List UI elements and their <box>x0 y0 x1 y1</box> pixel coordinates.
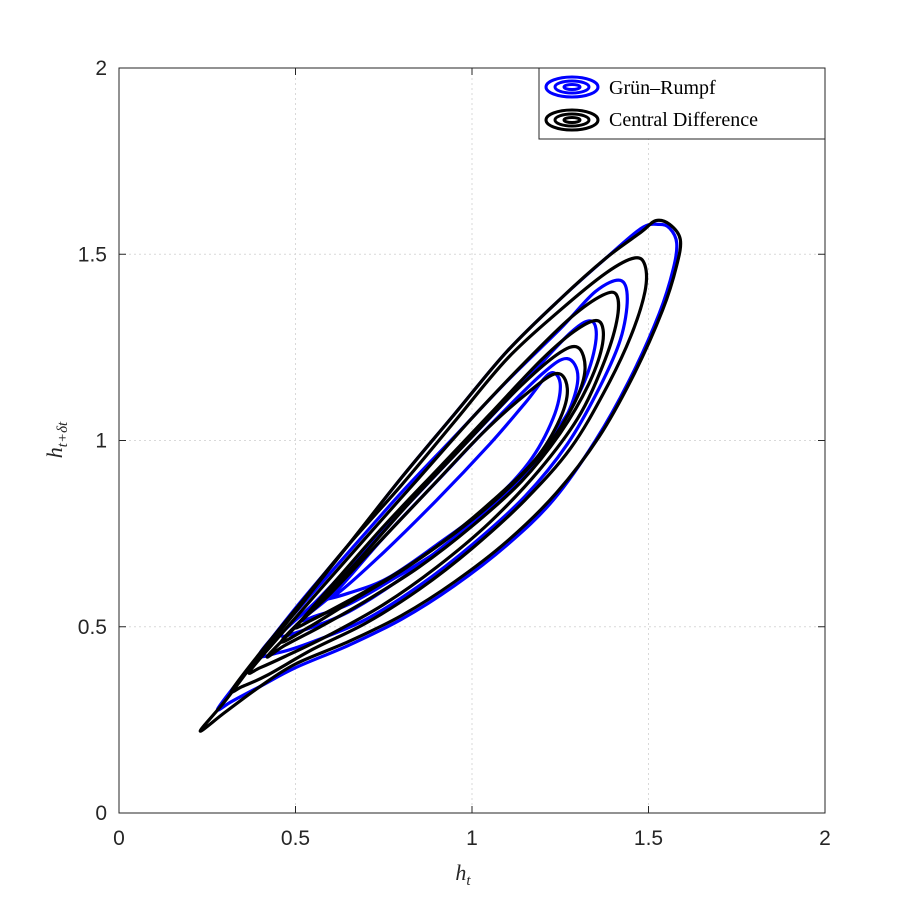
legend-label-central-difference: Central Difference <box>609 109 758 131</box>
x-axis-label: ht <box>455 860 471 889</box>
y-axis-label-subscript: t+δt <box>55 421 71 447</box>
grid <box>119 68 825 813</box>
legend-swatch-gruen-rumpf <box>544 75 600 99</box>
y-tick-label: 0.5 <box>78 616 107 639</box>
contour-line <box>247 290 621 675</box>
y-axis-label: ht+δt <box>42 421 71 458</box>
contour-plot-area <box>198 218 683 733</box>
contour-line <box>293 371 569 630</box>
y-tick-label: 1 <box>95 430 107 453</box>
y-tick-label: 2 <box>95 57 107 80</box>
x-tick-label: 0.5 <box>281 827 310 850</box>
y-tick-label: 0 <box>95 802 107 825</box>
x-tick-label: 0 <box>113 827 125 850</box>
x-axis-label-subscript: t <box>466 873 471 889</box>
contour-line <box>265 318 605 659</box>
y-tick-label: 1.5 <box>78 243 107 266</box>
contour-line <box>257 278 629 659</box>
ticks: 0 0.5 1 1.5 2 0 0.5 1 1.5 2 <box>78 57 831 850</box>
x-tick-label: 1.5 <box>634 827 663 850</box>
contour-line <box>229 256 649 694</box>
legend-label-gruen-rumpf: Grün–Rumpf <box>609 77 716 99</box>
x-tick-label: 2 <box>819 827 831 850</box>
series-central-difference <box>198 218 683 733</box>
svg-text:ht: ht <box>455 860 471 889</box>
legend: Grün–Rumpf Central Difference <box>538 67 826 140</box>
legend-swatch-central-difference <box>544 108 600 132</box>
x-tick-label: 1 <box>466 827 478 850</box>
svg-text:ht+δt: ht+δt <box>42 421 71 458</box>
